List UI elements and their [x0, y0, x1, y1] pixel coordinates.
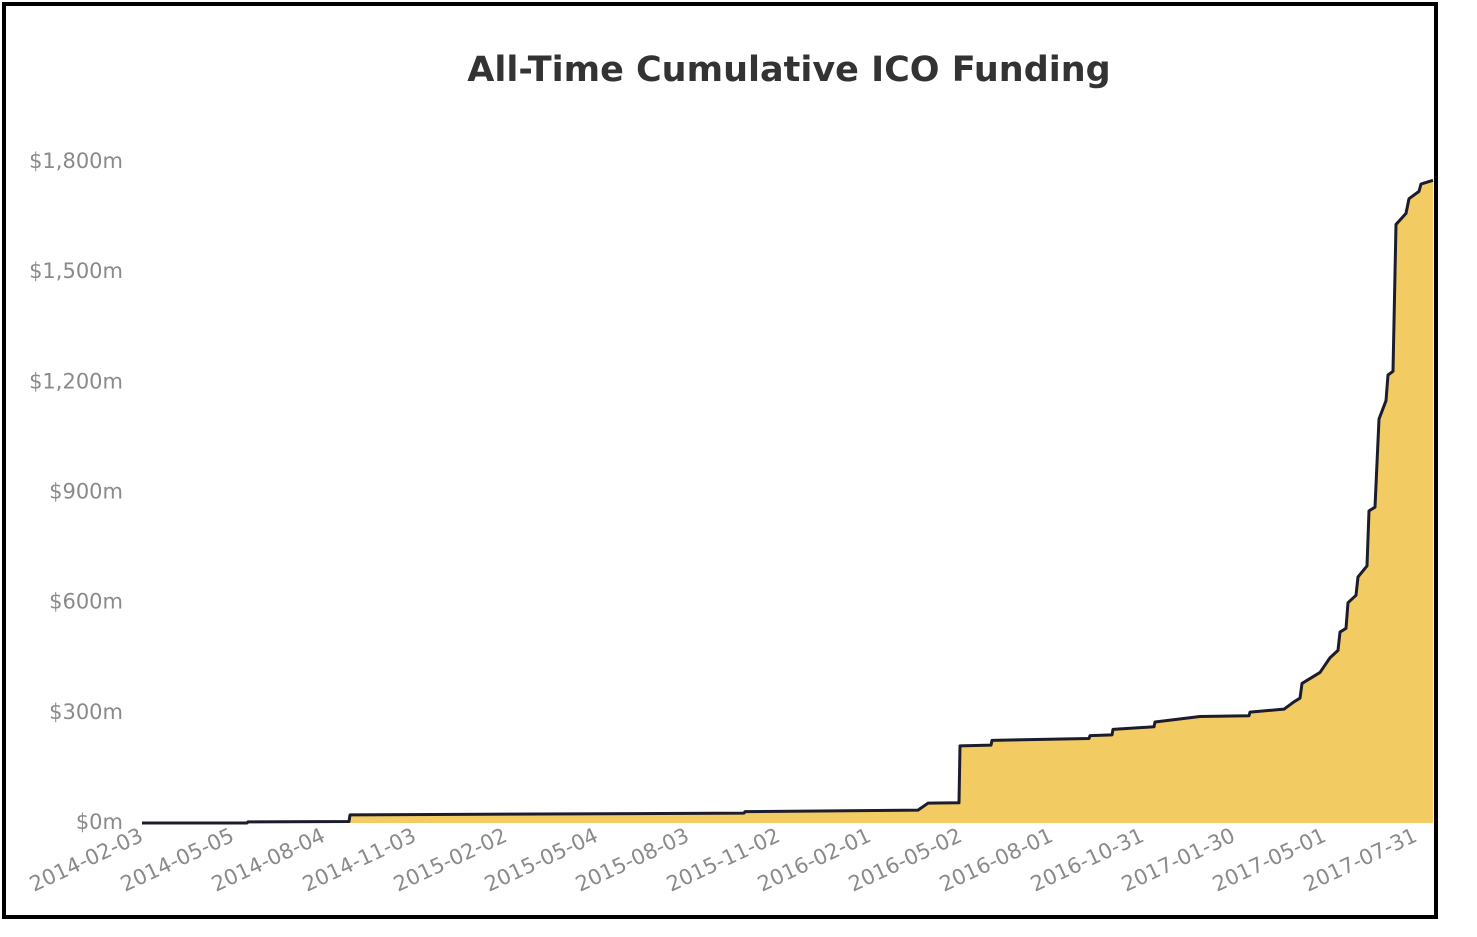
y-tick-label: $1,200m: [29, 369, 123, 393]
line: [142, 178, 1434, 825]
area: [142, 180, 1433, 824]
y-tick-label: $600m: [49, 590, 123, 614]
chart-title: All-Time Cumulative ICO Funding: [467, 50, 1110, 90]
y-tick-label: $1,500m: [29, 259, 123, 283]
y-tick-label: $300m: [49, 700, 123, 724]
y-tick-label: $0m: [76, 810, 123, 834]
y-tick-label: $1,800m: [29, 149, 123, 173]
y-tick-label: $900m: [49, 480, 123, 504]
